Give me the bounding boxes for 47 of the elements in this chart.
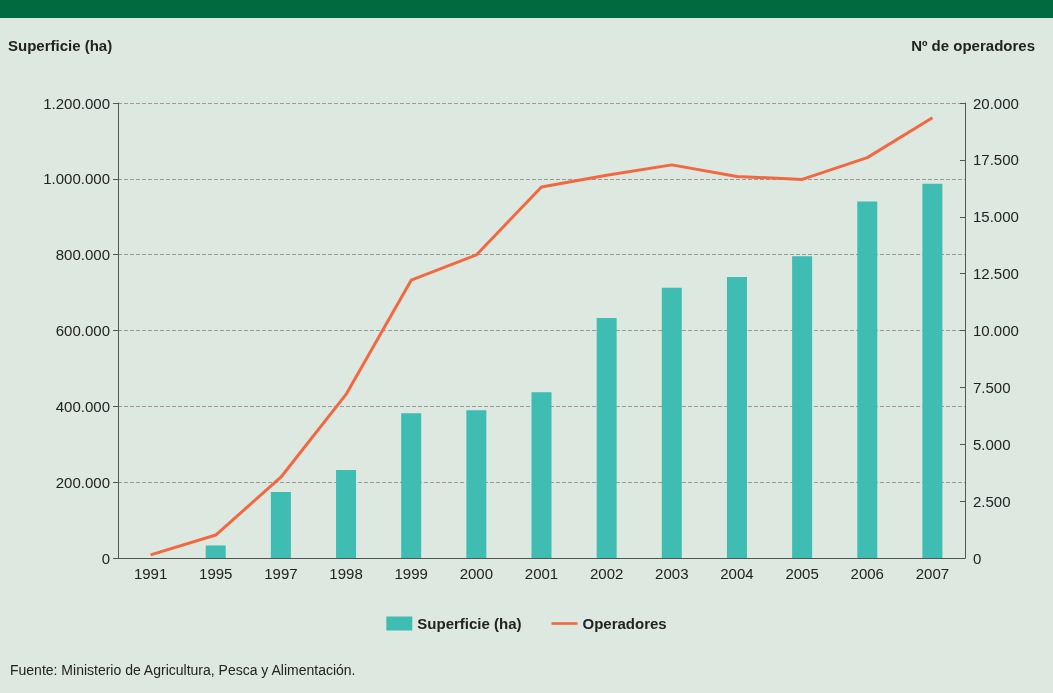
y-tick-label: 1.000.000: [43, 170, 110, 188]
y2-tick-label: 10.000: [973, 322, 1019, 339]
legend-label: Superficie (ha): [417, 615, 522, 632]
y2-tick-label: 7.500: [973, 378, 1011, 396]
y2-tick-label: 5.000: [973, 435, 1011, 453]
x-tick-label: 1991: [133, 565, 168, 582]
bar: [205, 545, 226, 558]
bar: [726, 277, 747, 558]
y2-axis-title: Nº de operadores: [911, 37, 1035, 54]
bar: [401, 413, 422, 558]
y-tick-label: 600.000: [55, 322, 110, 339]
bar: [661, 287, 682, 558]
bar: [531, 392, 552, 558]
x-tick-label: 2002: [589, 565, 624, 582]
x-tick-label: 2000: [459, 565, 494, 582]
y2-tick-label: 2.500: [973, 492, 1011, 510]
bar: [466, 410, 487, 558]
bar: [857, 201, 878, 558]
x-tick-label: 2001: [524, 565, 559, 582]
x-tick-label: 2004: [720, 565, 754, 582]
bar: [922, 183, 943, 558]
y2-tick-label: 15.000: [973, 208, 1019, 226]
y-tick-label: 200.000: [55, 473, 110, 491]
x-tick-label: 1995: [199, 565, 233, 582]
x-tick-label: 1997: [264, 565, 298, 582]
bar: [336, 470, 357, 558]
bar: [792, 256, 813, 558]
x-tick-label: 1999: [394, 565, 428, 582]
y2-tick-label: 20.000: [973, 94, 1019, 112]
bar: [270, 492, 291, 558]
y-tick-label: 400.000: [55, 397, 110, 415]
y2-tick-label: 12.500: [973, 265, 1019, 283]
x-tick-label: 2007: [915, 565, 950, 582]
bar: [596, 317, 617, 558]
y-tick-label: 1.200.000: [43, 94, 110, 112]
x-tick-label: 1998: [329, 565, 363, 582]
source-note: Fuente: Ministerio de Agricultura, Pesca y Alimentación.: [10, 662, 356, 678]
x-tick-label: 2005: [785, 565, 819, 582]
y-tick-label: 0: [101, 549, 110, 567]
y-axis-title: Superficie (ha): [8, 37, 113, 54]
y2-tick-label: 17.500: [973, 151, 1019, 169]
legend-label: Operadores: [582, 615, 667, 632]
y2-tick-label: 0: [973, 549, 982, 567]
x-tick-label: 2006: [850, 565, 884, 582]
line-series: [149, 116, 934, 557]
y-tick-label: 800.000: [55, 246, 110, 264]
x-tick-label: 2003: [655, 565, 689, 582]
